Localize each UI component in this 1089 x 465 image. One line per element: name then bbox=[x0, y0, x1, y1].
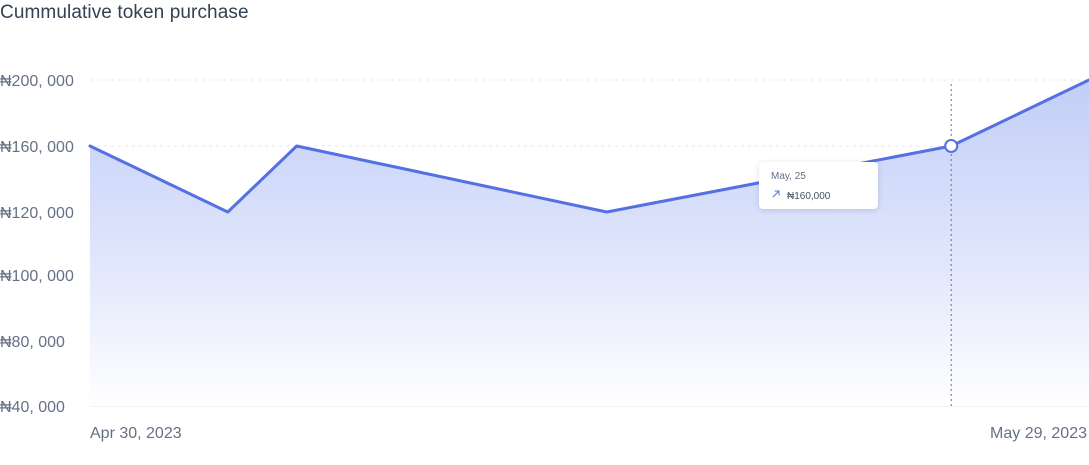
y-tick-label: ₦120, 000 bbox=[0, 205, 74, 222]
x-tick-label: May 29, 2023 bbox=[990, 425, 1087, 442]
area-fill-path bbox=[90, 80, 1089, 406]
chart-title: Cummulative token purchase bbox=[0, 2, 249, 23]
data-point bbox=[88, 144, 92, 148]
series-line bbox=[88, 78, 1089, 214]
y-tick-label: ₦80, 000 bbox=[0, 334, 65, 351]
tooltip-value: ₦160,000 bbox=[787, 191, 831, 202]
data-point bbox=[295, 144, 299, 148]
tooltip: May, 25 ₦160,000 bbox=[759, 162, 878, 209]
y-axis: ₦200, 000 ₦160, 000 ₦120, 000 ₦100, 000 ₦80,… bbox=[0, 73, 74, 416]
data-point bbox=[605, 210, 609, 214]
area-fill bbox=[90, 80, 1089, 406]
x-axis: Apr 30, 2023 May 29, 2023 bbox=[90, 425, 1087, 442]
series-line-layer bbox=[88, 78, 1089, 214]
tooltip-date: May, 25 bbox=[771, 171, 806, 182]
x-tick-label: Apr 30, 2023 bbox=[90, 425, 182, 442]
highlighted-point[interactable] bbox=[944, 139, 959, 153]
y-tick-label: ₦40, 000 bbox=[0, 399, 65, 416]
arrow-up-right-icon bbox=[772, 190, 780, 198]
highlight-layer bbox=[944, 84, 959, 406]
y-tick-label: ₦200, 000 bbox=[0, 73, 74, 90]
y-tick-label: ₦160, 000 bbox=[0, 139, 74, 156]
data-point bbox=[226, 210, 230, 214]
y-tick-label: ₦100, 000 bbox=[0, 268, 74, 285]
